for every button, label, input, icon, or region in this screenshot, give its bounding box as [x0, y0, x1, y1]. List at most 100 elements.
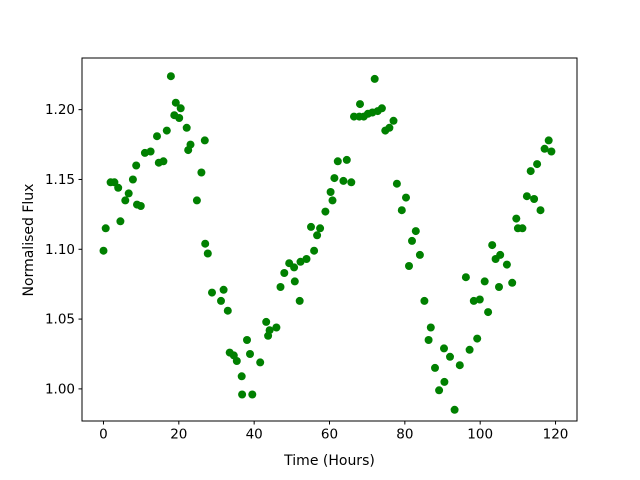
data-point — [201, 239, 210, 248]
data-point — [166, 72, 175, 81]
data-point — [544, 136, 553, 145]
data-point — [411, 227, 420, 236]
data-point — [540, 144, 549, 153]
data-point — [116, 217, 125, 226]
data-point — [296, 257, 305, 266]
data-point — [533, 160, 542, 169]
data-point — [232, 357, 241, 365]
plot-frame — [81, 57, 578, 422]
data-point — [153, 132, 161, 141]
data-point — [547, 147, 556, 156]
data-point — [197, 168, 206, 177]
data-point — [496, 250, 505, 259]
data-point — [121, 196, 130, 205]
data-point — [446, 352, 454, 361]
data-point — [455, 361, 464, 370]
data-point — [326, 188, 335, 196]
data-point — [248, 390, 257, 399]
data-point — [295, 296, 304, 305]
data-point — [237, 372, 246, 381]
data-point — [488, 241, 497, 250]
data-point — [392, 179, 401, 188]
data-point — [217, 296, 225, 305]
data-point — [402, 193, 410, 202]
data-point — [405, 262, 413, 270]
x-tick-label: 0 — [99, 427, 108, 443]
data-point — [397, 206, 406, 215]
data-point — [99, 246, 108, 255]
data-point — [415, 250, 424, 259]
y-tick-label: 1.05 — [45, 312, 75, 328]
data-point — [461, 273, 470, 282]
data-point — [243, 336, 251, 344]
data-point — [302, 255, 311, 263]
data-point — [262, 317, 271, 326]
data-point — [203, 249, 212, 258]
data-point — [440, 377, 449, 386]
data-point — [146, 147, 155, 156]
data-point — [385, 123, 394, 132]
y-tick-label: 1.10 — [45, 242, 75, 258]
data-point — [290, 263, 299, 272]
data-point — [426, 323, 435, 332]
data-point — [182, 123, 191, 132]
data-point — [328, 196, 337, 205]
data-point — [175, 114, 184, 122]
data-point — [290, 277, 299, 286]
data-point — [276, 283, 285, 291]
data-point — [440, 344, 448, 353]
data-point — [124, 189, 133, 198]
data-point — [171, 98, 180, 107]
data-point — [265, 326, 274, 335]
data-point — [377, 104, 386, 113]
data-point — [469, 296, 478, 305]
data-point — [310, 246, 319, 255]
data-point — [502, 260, 511, 269]
data-point — [512, 214, 521, 223]
data-point — [132, 161, 141, 170]
data-point — [431, 363, 439, 372]
data-point — [307, 222, 315, 231]
data-point — [176, 104, 185, 113]
y-axis-label: Normalised Flux — [21, 183, 37, 297]
x-axis-label: Time (Hours) — [284, 453, 375, 469]
data-point — [370, 74, 379, 83]
data-point — [518, 224, 527, 233]
data-point — [465, 345, 474, 354]
data-point — [114, 183, 123, 192]
data-point — [530, 195, 539, 203]
data-point — [272, 323, 281, 332]
data-point — [159, 157, 168, 166]
data-point — [480, 277, 489, 286]
y-tick-label: 1.15 — [45, 172, 75, 188]
data-point — [333, 157, 342, 166]
data-point — [475, 295, 484, 304]
data-point — [136, 202, 145, 210]
data-point — [389, 116, 398, 125]
data-point — [536, 206, 545, 215]
x-tick-label: 40 — [246, 427, 263, 443]
data-point — [256, 358, 265, 367]
data-point — [316, 224, 325, 233]
data-point — [223, 306, 232, 315]
data-point — [522, 192, 531, 201]
data-point — [420, 296, 429, 305]
data-point — [330, 174, 339, 183]
data-point — [339, 176, 348, 185]
data-point — [408, 236, 416, 245]
data-point — [128, 175, 137, 184]
data-point — [450, 405, 459, 414]
y-tick-label: 1.20 — [45, 102, 75, 118]
data-point — [280, 269, 289, 277]
data-point — [347, 178, 356, 187]
data-point — [435, 386, 444, 395]
data-point — [356, 100, 364, 109]
x-tick-label: 100 — [467, 427, 493, 443]
data-point — [208, 288, 216, 297]
x-tick-label: 80 — [396, 427, 413, 443]
data-point — [495, 283, 503, 291]
data-point — [186, 140, 195, 149]
x-tick-label: 120 — [543, 427, 569, 443]
